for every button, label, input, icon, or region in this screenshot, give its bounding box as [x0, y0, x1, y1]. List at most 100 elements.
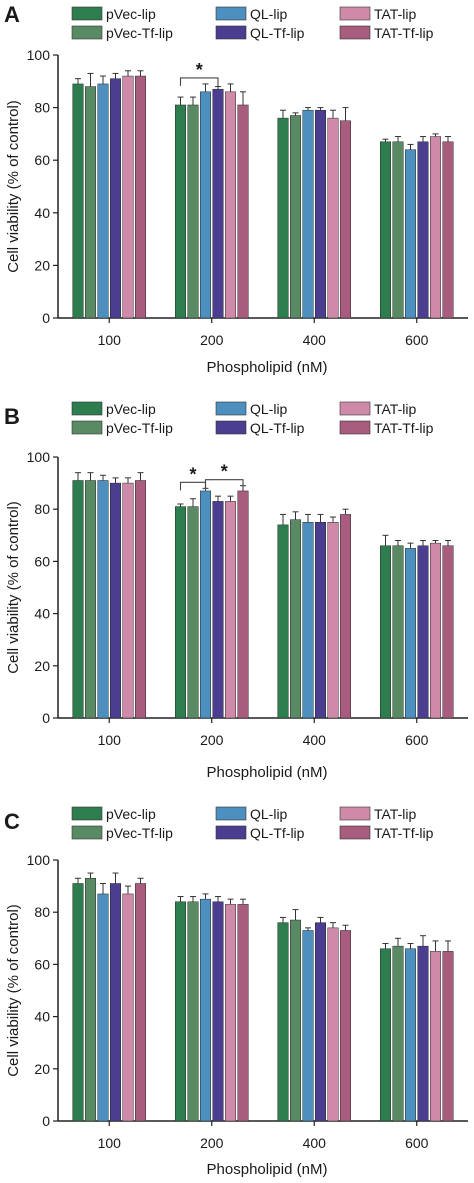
bar — [97, 83, 109, 319]
bar — [442, 141, 454, 319]
bar — [302, 109, 314, 319]
x-tick-label: 400 — [303, 732, 327, 748]
significance-star: * — [196, 60, 203, 80]
significance-bracket — [179, 77, 219, 86]
legend-label: QL-Tf-lip — [250, 825, 305, 841]
bar — [187, 506, 199, 719]
legend-label: QL-lip — [250, 6, 288, 22]
legend-swatch — [71, 401, 103, 416]
x-tick-label: 400 — [303, 1135, 327, 1151]
legend-swatch — [339, 825, 371, 840]
y-tick-label: 60 — [34, 553, 50, 569]
bar — [430, 542, 441, 719]
bar — [405, 948, 416, 1122]
bar — [392, 945, 404, 1122]
bar — [85, 86, 96, 319]
x-tick-label: 600 — [405, 332, 429, 348]
x-tick-label: 200 — [200, 1135, 224, 1151]
bar — [97, 480, 109, 719]
y-tick-label: 0 — [42, 710, 50, 726]
significance-bracket — [204, 479, 244, 488]
bar — [417, 141, 429, 319]
y-tick-label: 80 — [34, 501, 50, 517]
legend-label: pVec-lip — [106, 401, 156, 417]
y-axis-title: Cell viability (% of control) — [5, 100, 22, 273]
bar — [237, 490, 249, 719]
y-axis-title: Cell viability (% of control) — [5, 904, 22, 1077]
bar — [340, 120, 351, 319]
legend-label: QL-lip — [250, 401, 288, 417]
bar — [110, 883, 121, 1122]
legend-swatch — [339, 6, 371, 21]
legend-swatch — [339, 25, 371, 40]
significance-star: * — [189, 464, 196, 484]
bar — [327, 927, 339, 1122]
bar — [187, 104, 199, 319]
x-tick-label: 600 — [405, 1135, 429, 1151]
bar — [122, 482, 134, 719]
y-tick-label: 60 — [34, 152, 50, 168]
legend-label: TAT-Tf-lip — [374, 25, 434, 41]
bar — [290, 519, 301, 719]
y-tick-label: 40 — [34, 606, 50, 622]
bar — [85, 878, 96, 1122]
legend-label: pVec-lip — [106, 6, 156, 22]
legend-label: TAT-lip — [374, 401, 416, 417]
bar — [380, 545, 391, 719]
bar — [225, 904, 236, 1122]
bar — [405, 548, 416, 719]
bar — [290, 115, 301, 319]
legend-swatch — [215, 401, 247, 416]
x-axis-title: Phospholipid (nM) — [207, 1161, 328, 1178]
bar — [110, 78, 121, 319]
bar — [200, 91, 211, 319]
bar — [340, 930, 351, 1122]
y-tick-label: 100 — [27, 47, 51, 63]
legend-swatch — [215, 825, 247, 840]
bar — [237, 104, 249, 319]
bar — [237, 904, 249, 1122]
bar — [430, 136, 441, 319]
y-tick-label: 20 — [34, 257, 50, 273]
legend-label: TAT-Tf-lip — [374, 420, 434, 436]
legend-swatch — [215, 420, 247, 435]
legend-label: QL-Tf-lip — [250, 25, 305, 41]
bar — [302, 522, 314, 719]
bar — [212, 501, 224, 719]
bar — [277, 922, 289, 1122]
bar — [225, 501, 236, 719]
bar — [430, 951, 441, 1122]
bar — [392, 545, 404, 719]
bar — [315, 522, 326, 719]
bar — [175, 506, 186, 719]
legend-swatch — [215, 806, 247, 821]
bar — [277, 117, 289, 319]
y-tick-label: 40 — [34, 205, 50, 221]
bar — [380, 948, 391, 1122]
x-axis-title: Phospholipid (nM) — [207, 764, 328, 781]
y-tick-label: 20 — [34, 658, 50, 674]
bar — [175, 901, 186, 1122]
y-axis-title: Cell viability (% of control) — [5, 501, 22, 674]
bar — [225, 91, 236, 319]
bar — [200, 490, 211, 719]
y-tick-label: 0 — [42, 310, 50, 326]
bar — [380, 141, 391, 319]
bar — [135, 480, 146, 719]
x-tick-label: 200 — [200, 732, 224, 748]
bar — [315, 109, 326, 319]
y-tick-label: 40 — [34, 1009, 50, 1025]
bar — [122, 893, 134, 1122]
bar — [417, 545, 429, 719]
bar — [212, 901, 224, 1122]
y-tick-label: 80 — [34, 100, 50, 116]
bar — [212, 88, 224, 319]
legend-swatch — [71, 25, 103, 40]
bar — [327, 117, 339, 319]
bar — [417, 945, 429, 1122]
bar — [122, 75, 134, 319]
